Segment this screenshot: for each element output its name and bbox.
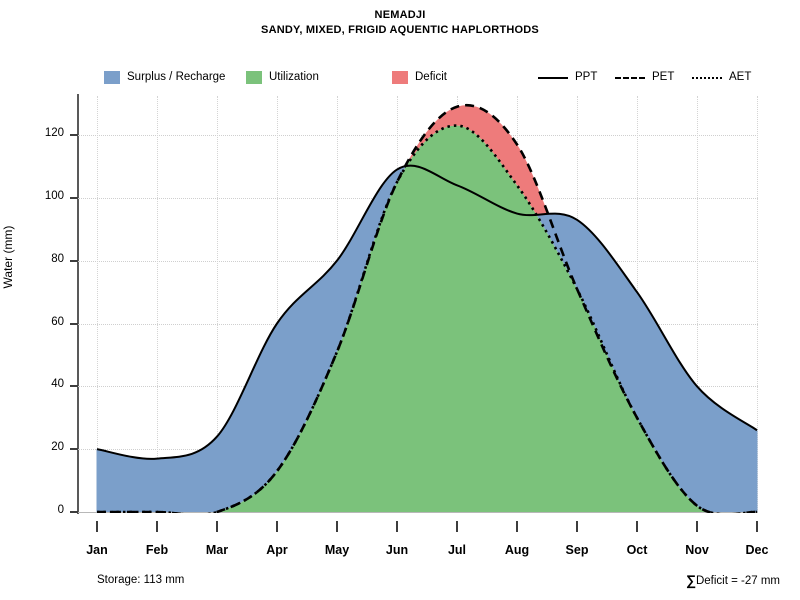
storage-annotation: Storage: 113 mm bbox=[97, 574, 185, 586]
utilization-area bbox=[97, 125, 757, 512]
y-tick bbox=[70, 259, 78, 262]
fill-regions bbox=[96, 105, 758, 512]
y-tick bbox=[70, 511, 78, 513]
x-tick bbox=[636, 521, 638, 532]
chart-title-line1: NEMADJI bbox=[374, 9, 426, 21]
legend-label-aet: AET bbox=[729, 71, 752, 83]
x-tick bbox=[336, 521, 338, 532]
chart-title-line2: SANDY, MIXED, FRIGID AQUENTIC HAPLORTHOD… bbox=[261, 24, 539, 36]
x-tick-label-apr: Apr bbox=[266, 543, 288, 557]
x-tick bbox=[456, 521, 458, 532]
legend-item-surplus[interactable]: Surplus / Recharge bbox=[104, 68, 225, 86]
deficit-annotation-text: Deficit = -27 mm bbox=[695, 575, 780, 587]
x-axis-baseline bbox=[78, 512, 758, 513]
surplus-recharge-area bbox=[97, 166, 405, 512]
legend-item-deficit[interactable]: Deficit bbox=[392, 68, 447, 86]
x-gridline bbox=[697, 96, 698, 512]
surplus-swatch-icon bbox=[104, 70, 120, 84]
x-tick bbox=[96, 521, 98, 532]
y-tick-label: 40 bbox=[51, 378, 64, 391]
x-tick-label-nov: Nov bbox=[685, 543, 709, 557]
surplus-recharge-area bbox=[537, 213, 757, 512]
x-tick bbox=[516, 521, 518, 532]
legend-label-surplus: Surplus / Recharge bbox=[127, 71, 226, 83]
x-tick bbox=[396, 521, 398, 532]
chart-title: NEMADJI SANDY, MIXED, FRIGID AQUENTIC HA… bbox=[0, 8, 800, 38]
y-tick-label: 20 bbox=[51, 441, 64, 454]
x-tick-label-sep: Sep bbox=[565, 543, 589, 557]
x-tick bbox=[216, 521, 218, 532]
x-tick bbox=[276, 521, 278, 532]
legend-label-deficit: Deficit bbox=[415, 71, 447, 83]
x-tick-label-aug: Aug bbox=[504, 543, 530, 557]
deficit-area bbox=[406, 105, 547, 215]
x-tick-label-jun: Jun bbox=[385, 543, 409, 557]
pet-line-icon bbox=[615, 71, 645, 84]
aet-line-icon bbox=[692, 71, 722, 84]
ppt-line-icon bbox=[538, 71, 568, 84]
x-tick-label-mar: Mar bbox=[205, 543, 229, 557]
x-tick bbox=[696, 521, 698, 532]
sigma-icon: ∑ bbox=[685, 572, 696, 588]
x-tick-label-jul: Jul bbox=[447, 543, 467, 557]
x-tick-label-oct: Oct bbox=[626, 543, 648, 557]
legend-item-pet[interactable]: PET bbox=[615, 68, 674, 86]
y-tick-label: 100 bbox=[44, 189, 64, 202]
deficit-annotation: ∑Deficit = -27 mm bbox=[686, 572, 780, 588]
legend-label-utilization: Utilization bbox=[269, 71, 319, 83]
x-gridline bbox=[757, 96, 758, 512]
legend-item-utilization[interactable]: Utilization bbox=[246, 68, 319, 86]
y-tick bbox=[70, 448, 78, 451]
x-tick bbox=[576, 521, 578, 532]
x-tick-label-dec: Dec bbox=[745, 543, 769, 557]
y-tick-label: 60 bbox=[51, 315, 64, 328]
y-tick-label: 0 bbox=[57, 504, 64, 516]
line-series bbox=[96, 104, 758, 513]
x-tick bbox=[156, 521, 158, 532]
y-tick-label: 80 bbox=[51, 252, 64, 265]
legend-item-aet[interactable]: AET bbox=[692, 68, 751, 86]
legend-label-pet: PET bbox=[652, 71, 675, 83]
legend-label-ppt: PPT bbox=[575, 71, 598, 83]
deficit-swatch-icon bbox=[392, 70, 408, 84]
y-tick bbox=[70, 134, 78, 136]
y-tick bbox=[70, 385, 78, 388]
x-gridline bbox=[157, 96, 158, 512]
x-gridline bbox=[277, 96, 278, 512]
x-tick-label-jan: Jan bbox=[86, 543, 108, 557]
x-tick-label-feb: Feb bbox=[145, 543, 169, 557]
legend-item-ppt[interactable]: PPT bbox=[538, 68, 597, 86]
y-tick bbox=[70, 322, 78, 325]
chart-legend: Surplus / Recharge Utilization Deficit P… bbox=[0, 68, 800, 86]
x-gridline bbox=[97, 96, 98, 512]
ppt-curve bbox=[96, 164, 758, 460]
utilization-swatch-icon bbox=[246, 70, 262, 84]
aet-curve bbox=[96, 124, 758, 513]
x-tick bbox=[756, 521, 758, 532]
y-tick-label: 120 bbox=[44, 127, 64, 139]
y-axis bbox=[77, 94, 79, 514]
y-gridline bbox=[78, 135, 758, 136]
y-tick bbox=[70, 196, 78, 199]
x-tick-label-may: May bbox=[324, 543, 350, 557]
x-gridline bbox=[217, 96, 218, 512]
